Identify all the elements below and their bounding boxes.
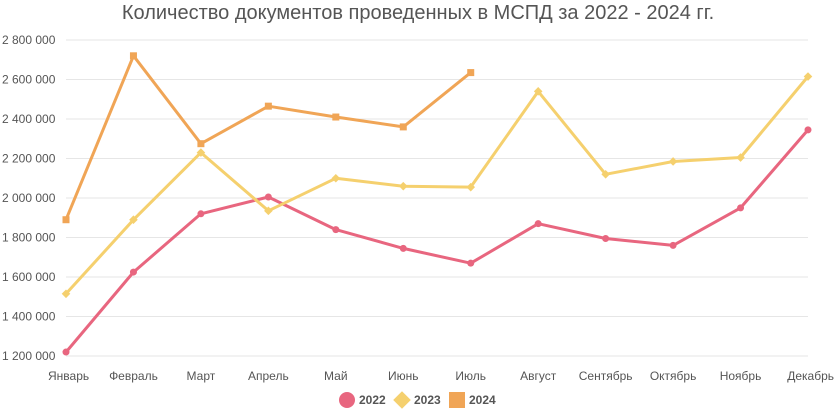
data-point-2024-4[interactable]	[332, 113, 340, 121]
data-point-2022-9[interactable]	[669, 241, 677, 249]
data-point-2023-8[interactable]	[601, 170, 610, 179]
x-tick-label: Декабрь	[787, 369, 834, 383]
chart-title: Количество документов проведенных в МСПД…	[121, 2, 715, 24]
y-tick-label: 2 600 000	[2, 73, 56, 87]
data-point-2023-6[interactable]	[466, 182, 476, 192]
legend-marker-2024[interactable]	[449, 392, 465, 408]
data-point-2022-11[interactable]	[804, 126, 812, 134]
legend-item-2023[interactable]: 2023	[393, 391, 441, 409]
x-tick-label: Май	[324, 369, 348, 383]
x-tick-label: Март	[187, 369, 216, 383]
data-point-2022-1[interactable]	[129, 268, 137, 276]
data-point-2022-6[interactable]	[467, 259, 475, 267]
data-point-2024-6[interactable]	[467, 69, 475, 77]
legend-item-2022[interactable]: 2022	[339, 392, 386, 408]
legend-marker-2023[interactable]	[393, 391, 411, 409]
series-line-2022	[64, 128, 810, 354]
data-point-2023-4[interactable]	[331, 173, 341, 183]
data-point-2022-2[interactable]	[197, 210, 205, 218]
data-point-2024-0[interactable]	[62, 216, 70, 224]
x-axis: Январь Февраль Март Апрель Май Июнь Июль Август…	[48, 369, 834, 383]
y-tick-label: 2 800 000	[2, 33, 56, 47]
legend-item-2024[interactable]: 2024	[449, 392, 496, 408]
x-tick-label: Февраль	[109, 369, 158, 383]
data-point-2022-4[interactable]	[332, 226, 340, 234]
data-point-2024-1[interactable]	[129, 52, 137, 60]
data-point-2022-5[interactable]	[399, 244, 407, 252]
x-tick-label: Август	[520, 369, 557, 383]
data-point-2024-2[interactable]	[197, 140, 205, 148]
data-point-2023-3[interactable]	[264, 206, 273, 216]
y-tick-label: 2 200 000	[2, 152, 56, 166]
data-point-2023-11[interactable]	[803, 72, 813, 81]
data-point-2024-3[interactable]	[264, 102, 272, 110]
series-2022	[62, 126, 812, 356]
data-point-2023-10[interactable]	[736, 153, 745, 162]
series-line-2023	[64, 75, 810, 296]
data-point-2022-8[interactable]	[602, 234, 610, 242]
data-point-2022-0[interactable]	[62, 348, 70, 356]
y-tick-label: 2 000 000	[2, 191, 56, 205]
x-tick-label: Январь	[48, 369, 89, 383]
y-tick-label: 1 400 000	[2, 310, 56, 324]
data-point-2022-7[interactable]	[534, 220, 542, 228]
x-tick-label: Ноябрь	[720, 369, 762, 383]
data-point-2023-0[interactable]	[61, 289, 71, 299]
y-tick-label: 1 200 000	[2, 349, 56, 363]
data-point-2023-7[interactable]	[533, 87, 543, 96]
legend-marker-2022[interactable]	[339, 392, 355, 408]
y-tick-label: 1 800 000	[2, 231, 56, 245]
data-point-2023-2[interactable]	[196, 148, 206, 157]
x-tick-label: Июнь	[388, 369, 419, 383]
data-point-2022-3[interactable]	[264, 193, 272, 201]
series-2024	[62, 52, 475, 224]
series-2023	[61, 72, 813, 299]
data-point-2024-5[interactable]	[399, 123, 407, 131]
legend-label-2023: 2023	[414, 393, 441, 407]
y-tick-label: 1 600 000	[2, 270, 56, 284]
y-tick-label: 2 400 000	[2, 112, 56, 126]
x-tick-label: Сентябрь	[579, 369, 633, 383]
data-point-2023-1[interactable]	[129, 215, 138, 225]
legend-label-2022: 2022	[359, 393, 386, 407]
x-tick-label: Июль	[455, 369, 486, 383]
data-point-2022-10[interactable]	[737, 204, 745, 212]
x-tick-label: Апрель	[248, 369, 289, 383]
x-tick-label: Октябрь	[650, 369, 697, 383]
data-point-2023-9[interactable]	[668, 157, 678, 166]
data-point-2023-5[interactable]	[398, 181, 408, 191]
series-layer	[61, 52, 813, 356]
legend-label-2024: 2024	[469, 393, 496, 407]
legend[interactable]: 2022 2023 2024	[339, 391, 496, 409]
grid-layer	[66, 39, 808, 357]
y-axis: 1 200 000 1 400 000 1 600 000 1 800 000 2 00…	[2, 33, 56, 363]
